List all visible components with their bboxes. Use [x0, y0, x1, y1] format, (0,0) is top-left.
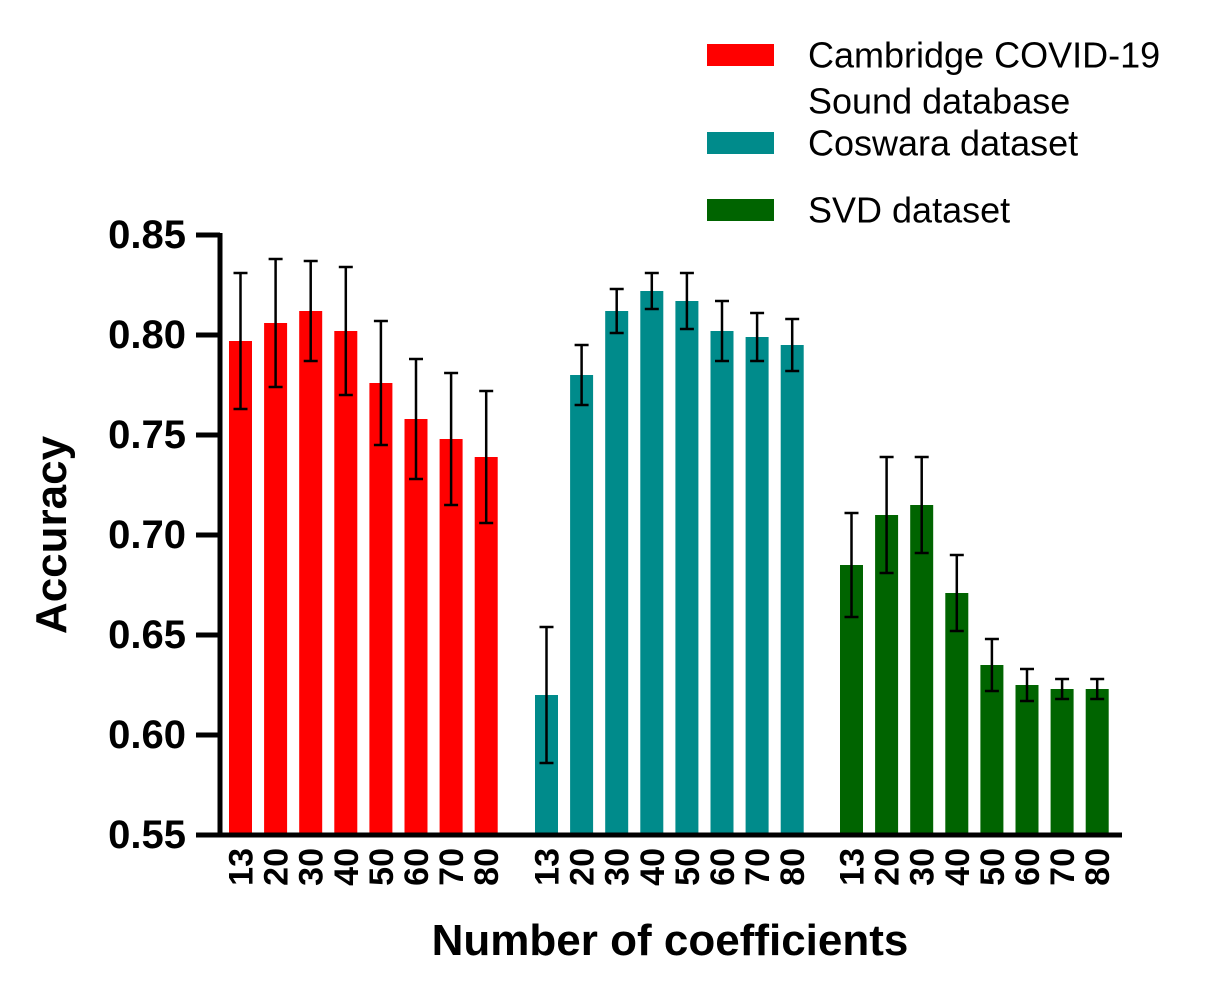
- error-bar-2-40: [644, 271, 659, 311]
- x-tick-label: 50: [363, 848, 401, 886]
- bar-1-50: [369, 383, 393, 835]
- bar-3-30: [910, 505, 934, 835]
- bars-group: [229, 291, 1109, 835]
- bar-3-50: [980, 665, 1004, 835]
- legend-item-2: Coswara dataset: [707, 123, 1078, 164]
- bar-2-13: [535, 695, 558, 835]
- bar-3-60: [1015, 685, 1039, 835]
- error-bar-3-60: [1020, 667, 1034, 703]
- bar-3-40: [945, 593, 969, 835]
- x-axis-title: Number of coefficients: [432, 916, 909, 965]
- y-axis-title: Accuracy: [27, 435, 76, 634]
- x-tick-label: 30: [293, 848, 331, 886]
- x-tick-label: 80: [468, 848, 506, 886]
- x-tick-label: 70: [739, 848, 777, 886]
- x-tick-label: 30: [904, 848, 942, 886]
- error-bar-3-80: [1090, 677, 1105, 701]
- bar-3-20: [875, 515, 899, 835]
- x-tick-label: 30: [599, 848, 637, 886]
- error-bar-2-70: [750, 311, 765, 363]
- bar-2-30: [605, 311, 629, 835]
- y-tick-label: 0.65: [108, 613, 186, 657]
- legend-swatch: [707, 132, 774, 154]
- bar-1-40: [334, 331, 358, 835]
- legend-item-1: Cambridge COVID-19 Sound database: [707, 35, 1160, 122]
- bar-2-50: [675, 301, 699, 835]
- x-tick-label: 13: [834, 848, 872, 886]
- error-bars-group: [233, 257, 1105, 765]
- y-tick-label: 0.80: [108, 313, 186, 357]
- legend: Cambridge COVID-19 Sound databaseCoswara …: [707, 35, 1160, 231]
- error-bar-2-50: [679, 271, 694, 331]
- y-tick-label: 0.60: [108, 713, 186, 757]
- error-bar-2-13: [539, 625, 554, 765]
- error-bar-1-13: [233, 271, 248, 411]
- error-bar-1-50: [373, 319, 388, 447]
- x-tick-label: 80: [774, 848, 812, 886]
- x-tick-label: 40: [634, 848, 672, 886]
- x-tick-label: 60: [1009, 848, 1047, 886]
- bar-3-70: [1050, 689, 1074, 835]
- error-bar-3-50: [984, 637, 999, 693]
- legend-label: Cambridge COVID-19: [808, 35, 1160, 76]
- bar-3-80: [1085, 689, 1109, 835]
- error-bar-3-20: [879, 455, 894, 575]
- bar-2-80: [780, 345, 804, 835]
- x-tick-label: 13: [529, 848, 567, 886]
- bar-1-70: [439, 439, 463, 835]
- error-bar-3-70: [1055, 677, 1070, 701]
- x-tick-label: 70: [433, 848, 471, 886]
- error-bar-1-40: [338, 265, 353, 397]
- error-bar-1-20: [268, 257, 283, 389]
- x-tick-label: 20: [258, 848, 296, 886]
- x-tick-label: 20: [564, 848, 602, 886]
- bar-2-70: [745, 337, 769, 835]
- legend-label: SVD dataset: [808, 190, 1010, 231]
- error-bar-3-30: [914, 455, 929, 555]
- x-tick-label: 50: [974, 848, 1012, 886]
- bar-3-13: [840, 565, 863, 835]
- y-ticks-group: 0.85 0.80 0.75 0.70 0.65 0.60 0.55: [108, 213, 220, 857]
- x-tick-label: 40: [939, 848, 977, 886]
- legend-swatch: [707, 199, 774, 221]
- x-tick-label: 80: [1079, 848, 1117, 886]
- x-tick-label: 13: [223, 848, 261, 886]
- error-bar-3-13: [844, 511, 859, 619]
- error-bar-2-80: [785, 317, 800, 373]
- error-bar-1-70: [444, 371, 459, 507]
- error-bar-2-20: [574, 343, 589, 407]
- x-tick-label: 40: [328, 848, 366, 886]
- error-bar-3-40: [949, 553, 964, 633]
- legend-swatch: [707, 44, 774, 66]
- error-bar-1-60: [409, 357, 423, 481]
- x-tick-label: 60: [398, 848, 436, 886]
- y-tick-label: 0.75: [108, 413, 186, 457]
- error-bar-2-30: [609, 287, 624, 335]
- error-bar-1-30: [303, 259, 318, 363]
- error-bar-2-60: [715, 299, 729, 363]
- y-tick-label: 0.70: [108, 513, 186, 557]
- x-tick-label: 60: [704, 848, 742, 886]
- error-bar-1-80: [479, 389, 494, 525]
- legend-label: Sound database: [808, 81, 1070, 122]
- y-tick-label: 0.85: [108, 213, 186, 257]
- legend-label: Coswara dataset: [808, 123, 1078, 164]
- bar-1-60: [404, 419, 428, 835]
- bar-1-13: [229, 341, 252, 835]
- x-tick-label: 20: [869, 848, 907, 886]
- bar-1-80: [474, 457, 498, 835]
- bar-2-20: [570, 375, 594, 835]
- bar-1-30: [299, 311, 323, 835]
- x-tick-label: 70: [1044, 848, 1082, 886]
- bar-2-60: [710, 331, 734, 835]
- legend-item-3: SVD dataset: [707, 190, 1010, 231]
- bar-1-20: [264, 323, 288, 835]
- bar-2-40: [640, 291, 664, 835]
- x-tick-label: 50: [669, 848, 707, 886]
- y-tick-label: 0.55: [108, 813, 186, 857]
